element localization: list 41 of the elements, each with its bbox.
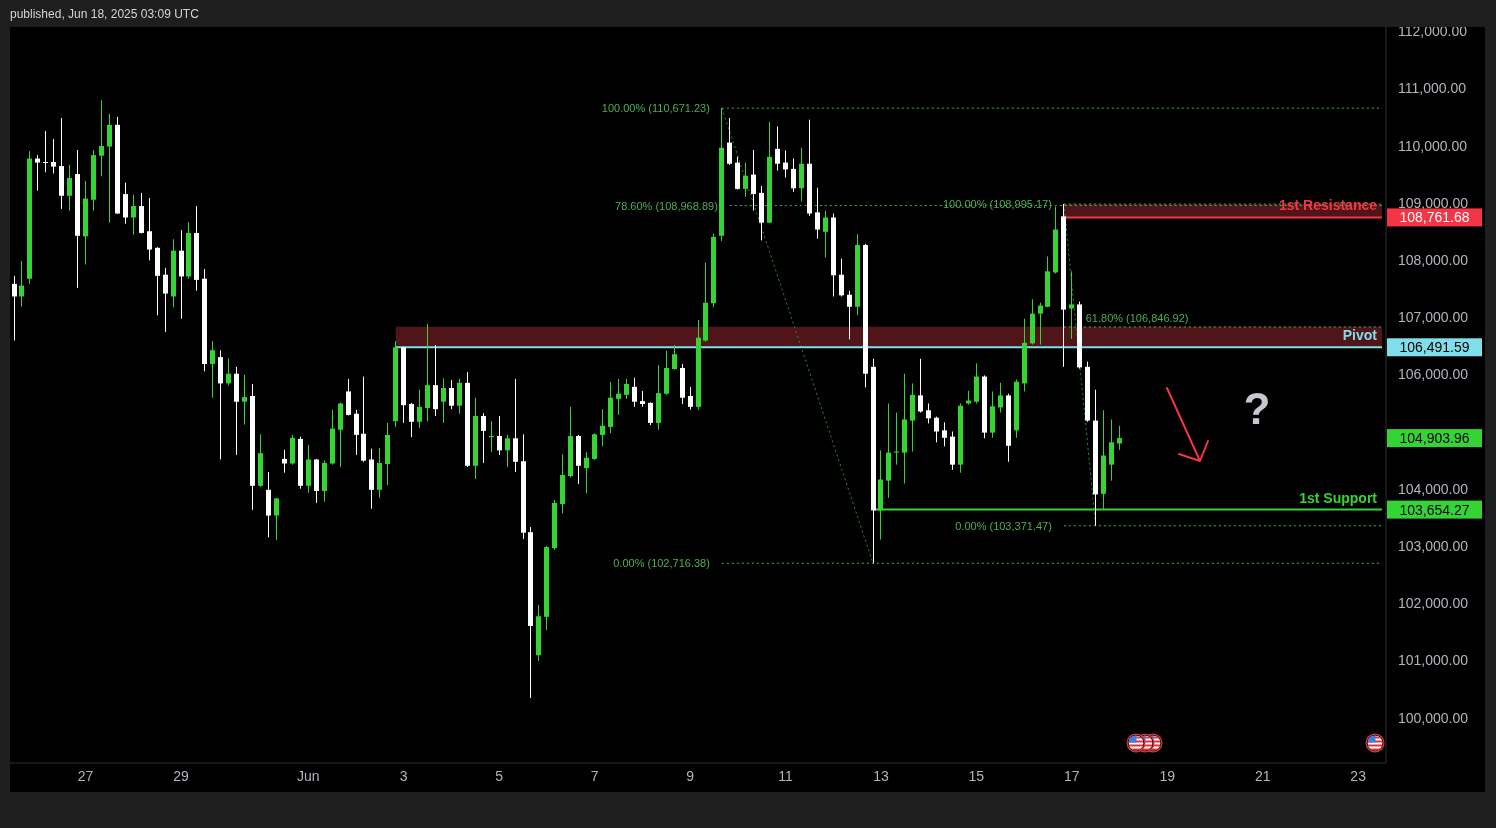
x-tick-label: 17 [1064,767,1080,784]
y-tick-label: 101,000.00 [1398,652,1469,669]
data-label: 0.00% (102,716.38) [613,557,710,570]
data-label: 103,654.27 [1399,501,1470,518]
data-label: 108,761.68 [1399,209,1470,226]
y-tick-label: 102,000.00 [1398,595,1469,612]
y-tick-label: 112,000.00 [1398,23,1468,40]
y-tick-label: 107,000.00 [1398,309,1469,326]
annotation: ? [1243,384,1271,433]
series-label: Pivot [1342,327,1378,344]
x-tick-label: 9 [686,767,695,784]
x-tick-label: 7 [590,767,599,784]
series-label: 1st Support [1299,489,1378,506]
text: published, Jun 18, 2025 03:09 UTC [10,7,200,21]
y-tick-label: 108,000.00 [1398,251,1469,268]
x-tick-label: 19 [1159,767,1176,784]
x-tick-label: 3 [399,767,408,784]
data-label: 106,491.59 [1399,339,1470,356]
x-tick-label: 29 [173,767,189,784]
y-tick-label: 110,000.00 [1398,137,1468,154]
x-tick-label: Jun [296,767,320,784]
x-tick-label: 23 [1350,767,1367,784]
x-tick-label: 11 [778,767,793,784]
y-tick-label: 106,000.00 [1398,366,1469,383]
data-label: 100.00% (110,671.23) [601,102,710,115]
x-tick-label: 21 [1254,767,1271,784]
y-tick-label: 109,000.00 [1398,194,1469,211]
text: 104,903.96 [1399,430,1470,447]
y-tick-label: 111,000.00 [1398,80,1467,97]
data-label: 100.00% (108,995.17) [943,198,1052,211]
data-label: 78.60% (108,968.89) [615,199,718,212]
y-tick-label: 100,000.00 [1398,709,1469,726]
data-label: 61.80% (106,846.92) [1085,311,1189,324]
y-tick-label: 103,000.00 [1398,538,1469,554]
x-tick-label: 5 [495,767,504,784]
x-tick-label: 27 [77,767,94,784]
data-label: 0.00% (103,371.47) [955,519,1052,532]
y-tick-label: 104,000.00 [1398,480,1469,497]
series-label: 1st Resistance [1278,197,1378,214]
x-tick-label: 15 [968,767,985,784]
x-tick-label: 13 [873,767,889,784]
